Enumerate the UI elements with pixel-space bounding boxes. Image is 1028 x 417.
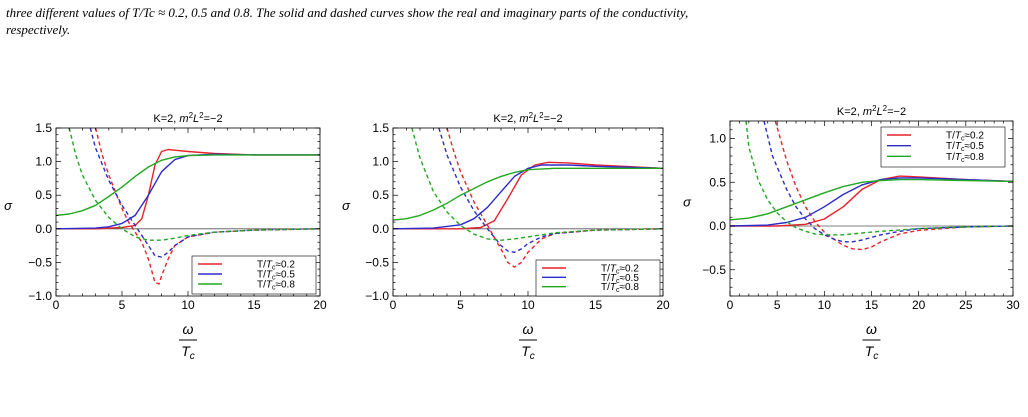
series-0.8-real <box>56 154 320 217</box>
legend-label: T/Tc≈0.2 <box>257 260 295 272</box>
x-tick-label: 30 <box>1006 298 1020 312</box>
x-tick-label: 5 <box>119 298 126 312</box>
x-tick-label: 20 <box>912 298 926 312</box>
y-tick-label: 0.5 <box>35 188 52 202</box>
legend-label: T/Tc≈0.5 <box>257 270 295 282</box>
x-tick-label: 10 <box>181 298 195 312</box>
legend-box <box>191 255 317 295</box>
y-axis-label: σ <box>342 198 351 213</box>
y-axis-label: σ <box>4 198 13 213</box>
x-tick-label: 5 <box>457 298 464 312</box>
chart-title: K=2, m2L2=−2 <box>837 104 906 118</box>
x-tick-label: 10 <box>818 298 832 312</box>
y-axis-label: σ <box>683 195 692 210</box>
series-0.5-imaginary <box>763 121 1013 243</box>
series-0.2-imaginary <box>94 128 320 285</box>
series-0.2-imaginary <box>774 121 1013 251</box>
x-axis-label-numerator: ω <box>866 321 877 337</box>
y-tick-label: 0.0 <box>372 222 389 236</box>
x-axis-label-denominator: Tc <box>181 343 195 362</box>
y-tick-label: −0.5 <box>702 263 726 277</box>
legend-label: T/Tc≈0.8 <box>257 280 295 292</box>
series-0.2-real <box>56 148 320 230</box>
legend-label: T/Tc≈0.8 <box>601 282 639 294</box>
chart-title: K=2, m2L2=−2 <box>493 111 562 125</box>
y-tick-label: −0.5 <box>365 255 389 269</box>
legend-label: T/Tc≈0.2 <box>601 264 639 276</box>
series-0.5-real <box>56 153 320 230</box>
y-tick-label: 1.0 <box>372 155 389 169</box>
x-tick-label: 25 <box>959 298 973 312</box>
x-tick-label: 20 <box>313 298 327 312</box>
legend: T/Tc≈0.2T/Tc≈0.5T/Tc≈0.8 <box>880 126 1006 168</box>
legend-box <box>880 126 1006 168</box>
x-axis-label-denominator: Tc <box>865 343 879 362</box>
y-tick-label: 1.5 <box>372 121 389 135</box>
series-0.8-real <box>730 178 1013 221</box>
x-axis-label-numerator: ω <box>523 321 534 337</box>
x-tick-label: 0 <box>390 298 397 312</box>
chart-3: K=2, m2L2=−20 5 10 15 20 25 30−0.50.00.51.0σωT… <box>683 104 1020 362</box>
series-0.5-imaginary <box>438 128 663 254</box>
legend: T/Tc≈0.2T/Tc≈0.5T/Tc≈0.8 <box>191 255 317 295</box>
x-tick-label: 0 <box>53 298 60 312</box>
legend-label: T/Tc≈0.2 <box>946 131 984 143</box>
series-0.8-imaginary <box>745 121 1013 236</box>
y-tick-label: 0.0 <box>35 222 52 236</box>
legend-label: T/Tc≈0.5 <box>946 141 984 153</box>
y-tick-label: 0.5 <box>372 188 389 202</box>
x-axis-label-denominator: Tc <box>521 343 535 362</box>
caption-line-3: respectively. <box>6 22 71 37</box>
series-0.8-real <box>393 167 663 221</box>
series-0.2-real <box>730 175 1013 227</box>
chart-1: K=2, m2L2=−2 0 5 10 15 20 −1.0 −0.5 0.0 0.5 1.0 1.5… <box>4 111 327 362</box>
y-tick-label: −0.5 <box>28 255 52 269</box>
series-0.2-imaginary <box>446 128 663 268</box>
y-tick-label: 1.0 <box>35 155 52 169</box>
legend: T/Tc≈0.2T/Tc≈0.5T/Tc≈0.8 <box>535 259 661 297</box>
series-0.5-imaginary <box>89 128 320 258</box>
y-tick-label: 1.5 <box>35 121 52 135</box>
x-tick-label: 0 <box>727 298 734 312</box>
series-0.5-real <box>393 164 663 230</box>
legend-label: T/Tc≈0.5 <box>601 273 639 285</box>
y-tick-label: 0.0 <box>709 219 726 233</box>
x-tick-label: 5 <box>774 298 781 312</box>
caption-line-2: three different values of T/Tc ≈ 0.2, 0.… <box>6 5 689 20</box>
chart-title: K=2, m2L2=−2 <box>153 111 222 125</box>
x-tick-label: 15 <box>865 298 879 312</box>
x-axis-label-numerator: ω <box>183 321 194 337</box>
x-tick-label: 15 <box>247 298 261 312</box>
chart-2: K=2, m2L2=−2 0 5 10 15 20 −1.0 −0.5 0.0 0.5 1.0 1.5… <box>342 111 670 362</box>
y-tick-label: −1.0 <box>28 289 52 303</box>
y-tick-label: 0.5 <box>709 175 726 189</box>
series-0.8-imaginary <box>68 128 320 241</box>
legend-label: T/Tc≈0.8 <box>946 152 984 164</box>
series-0.2-real <box>393 161 663 230</box>
x-tick-label: 10 <box>521 298 535 312</box>
series-0.5-real <box>730 177 1013 227</box>
series-0.8-imaginary <box>411 128 663 241</box>
x-tick-label: 15 <box>589 298 603 312</box>
x-tick-label: 20 <box>656 298 670 312</box>
y-tick-label: 1.0 <box>709 132 726 146</box>
y-tick-label: −1.0 <box>365 289 389 303</box>
